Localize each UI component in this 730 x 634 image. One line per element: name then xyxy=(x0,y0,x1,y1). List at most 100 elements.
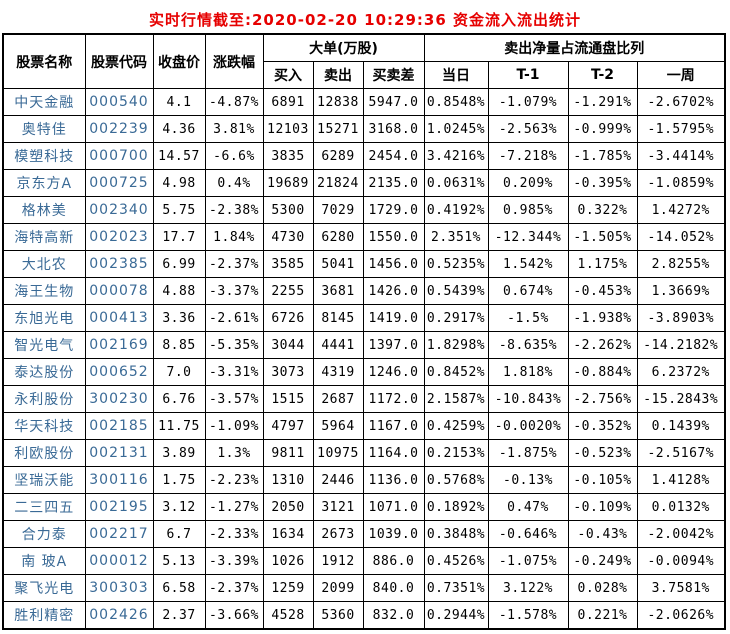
cell-sell: 2673 xyxy=(312,520,364,548)
col-header-stock-code: 股票代码 xyxy=(84,33,154,89)
col-header-t-1: T-1 xyxy=(487,61,569,89)
cell-close-price: 17.7 xyxy=(152,223,206,251)
cell-pct-today: 0.7351% xyxy=(423,574,489,602)
cell-buy-sell-diff: 1136.0 xyxy=(362,466,425,494)
cell-pct-t-1: -2.563% xyxy=(487,115,569,143)
cell-pct-week: -1.0859% xyxy=(636,169,726,197)
cell-close-price: 6.58 xyxy=(152,574,206,602)
cell-stock-code: 300303 xyxy=(84,574,154,602)
table-row: 胜利精密 002426 2.37 -3.66% 4528 5360 832.0 0.2944%… xyxy=(2,601,726,630)
col-header-buy-sell-diff: 买卖差 xyxy=(362,61,425,89)
cell-pct-today: 0.0631% xyxy=(423,169,489,197)
cell-buy-sell-diff: 1456.0 xyxy=(362,250,425,278)
cell-stock-code: 002131 xyxy=(84,439,154,467)
col-header-sell: 卖出 xyxy=(312,61,364,89)
cell-pct-today: 3.4216% xyxy=(423,142,489,170)
cell-sell: 1912 xyxy=(312,547,364,575)
cell-stock-code: 000078 xyxy=(84,277,154,305)
cell-close-price: 4.1 xyxy=(152,88,206,116)
table-row: 智光电气 002169 8.85 -5.35% 3044 4441 1397.0 1.8298… xyxy=(2,331,726,359)
table-row: 泰达股份 000652 7.0 -3.31% 3073 4319 1246.0 0.8452%… xyxy=(2,358,726,386)
cell-buy: 6891 xyxy=(262,88,314,116)
cell-stock-name: 东旭光电 xyxy=(2,304,86,332)
cell-sell: 7029 xyxy=(312,196,364,224)
cell-pct-week: -2.0042% xyxy=(636,520,726,548)
cell-pct-today: 0.2917% xyxy=(423,304,489,332)
cell-pct-t-1: -12.344% xyxy=(487,223,569,251)
col-header-close-price: 收盘价 xyxy=(152,33,206,89)
cell-pct-t-1: -7.218% xyxy=(487,142,569,170)
cell-close-price: 4.36 xyxy=(152,115,206,143)
cell-pct-week: 0.0132% xyxy=(636,493,726,521)
cell-change-pct: -2.37% xyxy=(204,250,264,278)
cell-stock-name: 模塑科技 xyxy=(2,142,86,170)
cell-pct-t-2: -0.105% xyxy=(567,466,638,494)
cell-close-price: 6.7 xyxy=(152,520,206,548)
cell-sell: 15271 xyxy=(312,115,364,143)
cell-change-pct: -6.6% xyxy=(204,142,264,170)
cell-pct-t-2: -2.756% xyxy=(567,385,638,413)
cell-stock-code: 300116 xyxy=(84,466,154,494)
cell-stock-name: 中天金融 xyxy=(2,88,86,116)
cell-pct-today: 1.8298% xyxy=(423,331,489,359)
cell-sell: 2099 xyxy=(312,574,364,602)
cell-buy: 2050 xyxy=(262,493,314,521)
cell-sell: 6280 xyxy=(312,223,364,251)
cell-buy-sell-diff: 1246.0 xyxy=(362,358,425,386)
cell-change-pct: -3.37% xyxy=(204,277,264,305)
cell-pct-t-1: -1.5% xyxy=(487,304,569,332)
cell-buy-sell-diff: 3168.0 xyxy=(362,115,425,143)
cell-buy: 3835 xyxy=(262,142,314,170)
cell-buy-sell-diff: 1172.0 xyxy=(362,385,425,413)
cell-pct-t-2: -0.884% xyxy=(567,358,638,386)
cell-sell: 2687 xyxy=(312,385,364,413)
cell-close-price: 7.0 xyxy=(152,358,206,386)
cell-stock-code: 002169 xyxy=(84,331,154,359)
cell-stock-name: 利欧股份 xyxy=(2,439,86,467)
cell-close-price: 3.89 xyxy=(152,439,206,467)
cell-sell: 3681 xyxy=(312,277,364,305)
cell-change-pct: -2.33% xyxy=(204,520,264,548)
cell-stock-code: 002426 xyxy=(84,601,154,630)
cell-pct-today: 2.1587% xyxy=(423,385,489,413)
table-row: 中天金融 000540 4.1 -4.87% 6891 12838 5947.0 0.8548… xyxy=(2,88,726,116)
table-row: 海特高新 002023 17.7 1.84% 4730 6280 1550.0 2.351% -… xyxy=(2,223,726,251)
cell-buy-sell-diff: 1167.0 xyxy=(362,412,425,440)
table-row: 二三四五 002195 3.12 -1.27% 2050 3121 1071.0 0.1892… xyxy=(2,493,726,521)
cell-pct-t-2: 1.175% xyxy=(567,250,638,278)
cell-sell: 5964 xyxy=(312,412,364,440)
cell-pct-t-1: 0.985% xyxy=(487,196,569,224)
cell-change-pct: -4.87% xyxy=(204,88,264,116)
col-header-stock-name: 股票名称 xyxy=(2,33,86,89)
cell-pct-t-1: -1.075% xyxy=(487,547,569,575)
cell-buy-sell-diff: 832.0 xyxy=(362,601,425,630)
cell-change-pct: -3.57% xyxy=(204,385,264,413)
cell-buy-sell-diff: 5947.0 xyxy=(362,88,425,116)
cell-stock-code: 000012 xyxy=(84,547,154,575)
cell-pct-today: 0.4192% xyxy=(423,196,489,224)
cell-pct-today: 0.8452% xyxy=(423,358,489,386)
cell-buy-sell-diff: 886.0 xyxy=(362,547,425,575)
cell-pct-t-1: -1.578% xyxy=(487,601,569,630)
cell-buy: 3073 xyxy=(262,358,314,386)
cell-pct-today: 1.0245% xyxy=(423,115,489,143)
table-row: 格林美 002340 5.75 -2.38% 5300 7029 1729.0 0.4192%… xyxy=(2,196,726,224)
cell-pct-week: 1.4128% xyxy=(636,466,726,494)
cell-pct-today: 0.4259% xyxy=(423,412,489,440)
cell-pct-t-1: 0.47% xyxy=(487,493,569,521)
cell-pct-t-1: 0.674% xyxy=(487,277,569,305)
cell-buy: 1310 xyxy=(262,466,314,494)
cell-stock-code: 000652 xyxy=(84,358,154,386)
cell-stock-code: 000725 xyxy=(84,169,154,197)
cell-pct-week: -2.5167% xyxy=(636,439,726,467)
cell-change-pct: -3.39% xyxy=(204,547,264,575)
cell-stock-name: 格林美 xyxy=(2,196,86,224)
cell-change-pct: -2.61% xyxy=(204,304,264,332)
cell-buy: 12103 xyxy=(262,115,314,143)
cell-sell: 12838 xyxy=(312,88,364,116)
col-header-buy: 买入 xyxy=(262,61,314,89)
cell-close-price: 3.36 xyxy=(152,304,206,332)
cell-stock-code: 002185 xyxy=(84,412,154,440)
cell-close-price: 11.75 xyxy=(152,412,206,440)
cell-pct-t-1: 3.122% xyxy=(487,574,569,602)
